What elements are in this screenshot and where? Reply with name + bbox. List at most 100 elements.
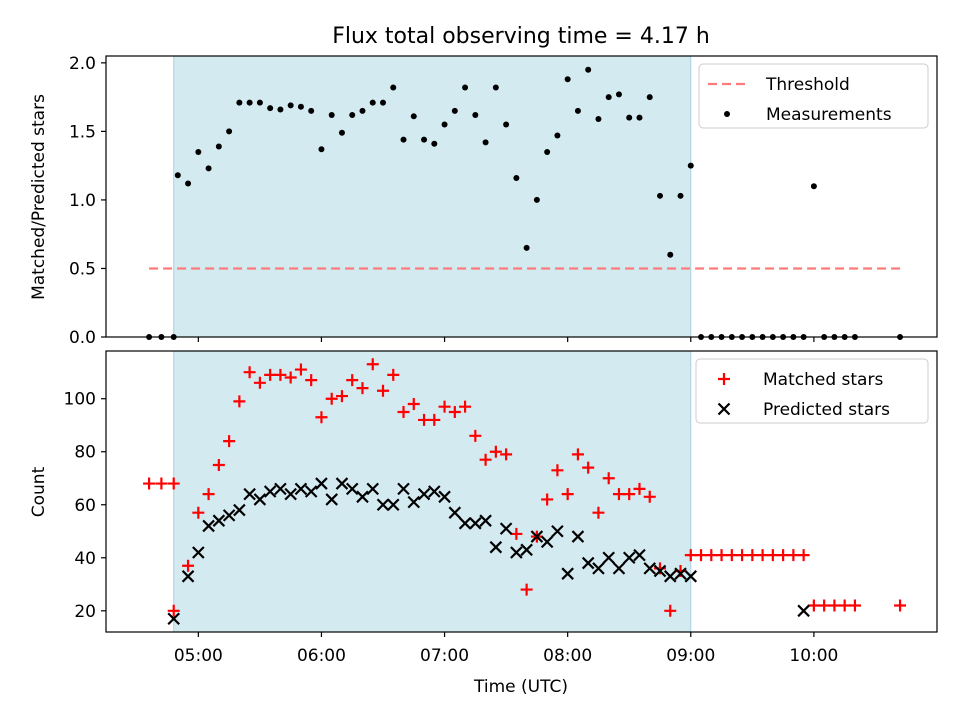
matched-stars-point	[335, 390, 348, 403]
matched-stars-point	[428, 413, 441, 426]
matched-stars-point	[695, 549, 708, 562]
predicted-stars-point	[366, 482, 380, 496]
predicted-stars-point	[612, 562, 626, 575]
predicted-stars-point	[386, 498, 400, 512]
measurement-point	[810, 183, 817, 190]
matched-stars-point	[592, 506, 605, 519]
predicted-stars-point	[674, 567, 687, 580]
series-matched-stars	[143, 358, 907, 617]
matched-stars-point	[356, 382, 369, 395]
predicted-stars-point	[233, 503, 246, 517]
matched-stars-point	[561, 488, 574, 501]
predicted-stars-point	[315, 477, 328, 490]
measurement-point	[256, 99, 263, 106]
measurement-point	[451, 107, 458, 114]
predicted-stars-point	[602, 551, 615, 565]
matched-stars-point	[571, 448, 584, 461]
predicted-stars-point	[489, 540, 503, 554]
measurement-point	[369, 99, 376, 106]
measurement-point	[503, 121, 510, 128]
matched-stars-point	[818, 599, 831, 612]
predicted-stars-point	[181, 570, 195, 583]
legend-box	[695, 358, 929, 424]
measurement-point	[462, 84, 469, 91]
matched-stars-point	[315, 411, 328, 424]
matched-stars-point	[397, 405, 410, 418]
matched-stars-point	[182, 559, 195, 572]
predicted-stars-point	[499, 522, 513, 535]
ratio-legend: Threshold Measurements	[698, 63, 929, 129]
measurement-point	[687, 162, 694, 169]
y-tick-label: 1.0	[69, 191, 96, 211]
measurement-point	[380, 99, 386, 106]
measurement-point	[318, 146, 325, 153]
measurement-point	[554, 132, 561, 139]
matched-stars-point	[838, 599, 851, 612]
measurement-point	[574, 107, 581, 114]
predicted-stars-point	[325, 493, 338, 506]
measurement-point	[626, 114, 633, 121]
predicted-stars-point	[192, 546, 205, 559]
y-tick-label: 40	[74, 549, 96, 569]
matched-stars-point	[284, 371, 297, 384]
measurement-point	[400, 136, 407, 143]
measurement-point	[277, 106, 284, 113]
y-tick-label: 80	[74, 443, 96, 463]
matched-stars-point	[894, 599, 907, 612]
x-tick-label: 08:00	[543, 646, 592, 666]
predicted-stars-point	[284, 487, 297, 501]
predicted-stars-point	[530, 530, 544, 543]
predicted-stars-point	[438, 490, 451, 504]
matched-stars-point	[500, 448, 513, 461]
measurement-point	[605, 94, 612, 101]
predicted-stars-point	[304, 485, 318, 498]
matched-stars-point	[756, 549, 769, 562]
x-tick-label: 06:00	[297, 646, 346, 666]
matched-stars-point	[192, 506, 205, 519]
matched-stars-point	[541, 493, 554, 506]
predicted-stars-point	[345, 482, 359, 496]
matched-stars-point	[725, 549, 738, 562]
matched-stars-point	[551, 464, 564, 477]
matched-stars-point	[223, 435, 236, 448]
predicted-stars-point	[663, 570, 677, 583]
predicted-stars-point	[479, 514, 492, 527]
measurement-point	[523, 244, 530, 251]
measurement-point	[215, 143, 222, 150]
measurement-point	[677, 192, 684, 199]
matched-stars-point	[143, 477, 156, 490]
predicted-stars-point	[622, 551, 636, 565]
count-panel: 20 40 60 80 100 05:00 06:00 07:00 08:00 09:00 10:0…	[29, 350, 938, 666]
measurement-point	[595, 116, 602, 123]
matched-stars-point	[489, 445, 502, 458]
predicted-stars-point	[243, 487, 256, 501]
matched-stars-point	[346, 374, 359, 387]
matched-stars-point	[167, 604, 180, 617]
y-tick-label: 100	[64, 390, 96, 410]
measurement-point	[349, 111, 356, 118]
measurement-point	[513, 174, 520, 181]
measurement-point	[185, 180, 192, 187]
matched-stars-point	[479, 453, 492, 466]
measurement-point	[472, 111, 479, 118]
x-tick-label: 07:00	[420, 646, 469, 666]
matched-stars-point	[243, 366, 256, 379]
matched-stars-point	[366, 358, 379, 371]
measurement-point	[492, 84, 499, 91]
measurement-point	[195, 148, 202, 155]
matched-stars-point	[510, 527, 523, 540]
predicted-stars-point	[581, 556, 595, 570]
predicted-stars-point	[510, 546, 523, 559]
matched-stars-point	[633, 482, 646, 495]
count-y-axis-label: Count	[29, 466, 49, 517]
measurement-point	[267, 105, 274, 112]
matched-stars-point	[705, 549, 718, 562]
matched-stars-point	[448, 405, 461, 418]
matched-stars-point	[233, 395, 246, 408]
legend-label: Threshold	[765, 75, 850, 95]
predicted-stars-point	[633, 548, 646, 562]
measurement-point	[236, 99, 243, 106]
predicted-stars-point	[653, 564, 667, 578]
measurement-point	[328, 111, 335, 118]
matched-stars-point	[787, 549, 800, 562]
